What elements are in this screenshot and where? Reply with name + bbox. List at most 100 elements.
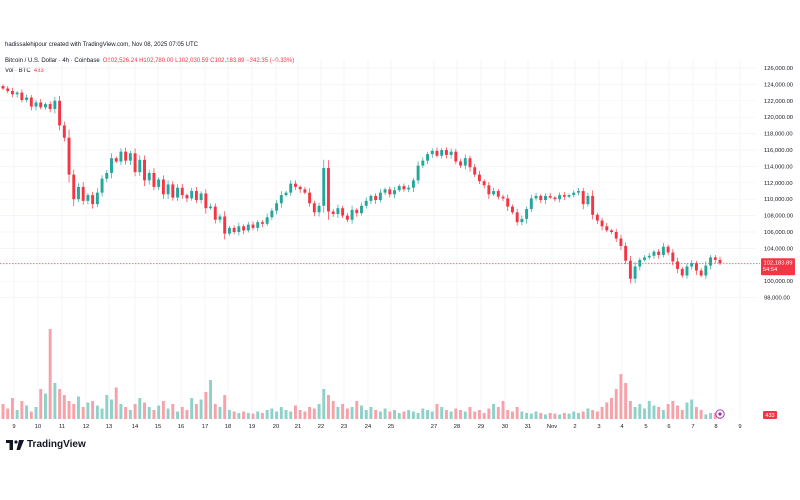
- candle-body: [298, 186, 302, 190]
- volume-bar: [152, 410, 156, 419]
- candle-body: [62, 125, 66, 138]
- candle-body: [110, 158, 113, 173]
- volume-bar: [209, 380, 213, 419]
- volume-bar: [430, 411, 434, 419]
- time-tick-label: 25: [388, 424, 394, 430]
- volume-bar: [435, 404, 439, 419]
- volume-bar: [647, 401, 651, 419]
- price-axis[interactable]: 98,000.00100,000.00102,000.00104,000.001…: [764, 66, 793, 302]
- candle-body: [473, 167, 477, 175]
- candle-body: [275, 203, 279, 211]
- candle-body: [86, 195, 90, 201]
- volume-bar: [124, 407, 128, 419]
- candle-body: [133, 153, 137, 173]
- volume-bar: [548, 413, 552, 419]
- candle-body: [161, 179, 165, 195]
- volume-bar: [242, 411, 246, 419]
- volume-bar: [487, 408, 491, 419]
- target-icon[interactable]: [715, 409, 725, 419]
- volume-bar: [374, 410, 378, 419]
- time-tick-label: 12: [83, 424, 89, 430]
- candle-body: [680, 268, 684, 276]
- candle-body: [548, 195, 552, 198]
- volume-bar: [690, 399, 694, 419]
- volume-bar: [421, 408, 425, 419]
- candle-body: [369, 195, 373, 201]
- candle-body: [194, 191, 198, 201]
- time-axis[interactable]: 9 10 11 12 13 14 15 16 17 18 19 20 21 22 23 24 25 27 28 29 3…: [12, 424, 741, 430]
- candle-body: [308, 192, 312, 204]
- time-tick-label: 30: [502, 424, 508, 430]
- candle-body: [29, 97, 33, 107]
- candle-body: [647, 255, 651, 258]
- volume-bar: [119, 404, 123, 419]
- last-volume-text: 433: [765, 413, 774, 419]
- candles[interactable]: [1, 84, 722, 284]
- volume-bar: [180, 407, 184, 419]
- brand-name: TradingView: [27, 439, 86, 450]
- volume-bar: [161, 401, 165, 419]
- price-tick-label: 126,000.00: [764, 66, 793, 72]
- candle-body: [562, 195, 566, 197]
- candle-body: [227, 227, 231, 234]
- candle-body: [383, 189, 387, 193]
- time-tick-label: 24: [365, 424, 372, 430]
- volume-bar: [558, 414, 562, 419]
- time-tick-label: 14: [132, 424, 139, 430]
- candle-body: [553, 197, 557, 200]
- volume-bar: [567, 413, 571, 419]
- brand-logo[interactable]: TradingView: [6, 439, 86, 450]
- candle-body: [402, 186, 406, 190]
- volume-bar: [256, 411, 260, 419]
- volume-bar: [643, 408, 646, 419]
- volume-bar: [416, 413, 420, 419]
- candle-body: [718, 259, 722, 264]
- candle-body: [213, 206, 217, 220]
- volume-bar: [482, 413, 486, 419]
- volume-bar: [581, 411, 585, 419]
- last-price-label: 102,183.89 54:54: [761, 258, 795, 276]
- candle-body: [393, 190, 396, 195]
- volume-bar: [411, 411, 415, 419]
- volume-bar: [586, 408, 590, 419]
- volume-bar: [293, 405, 297, 419]
- candle-body: [331, 211, 335, 214]
- volume-bar: [133, 404, 137, 419]
- candle-body: [374, 195, 378, 201]
- candle-body: [341, 208, 345, 216]
- time-tick-label: 15: [155, 424, 161, 430]
- candle-body: [312, 203, 316, 213]
- symbol-description[interactable]: Bitcoin / U.S. Dollar · 4h · Coinbase: [5, 58, 100, 64]
- candle-body: [657, 251, 661, 255]
- candle-body: [666, 246, 670, 253]
- candle-body: [260, 222, 264, 224]
- volume-bar: [143, 402, 146, 419]
- candle-body: [91, 195, 95, 205]
- volume-bar: [676, 405, 680, 419]
- volume-bar: [345, 408, 349, 419]
- volume-indicator-value: 433: [33, 68, 44, 74]
- candle-body: [256, 222, 260, 228]
- volume-bar: [666, 404, 670, 419]
- volume-bar: [34, 407, 38, 419]
- volume-bar: [260, 413, 264, 419]
- candle-body: [567, 195, 571, 197]
- volume-bar: [510, 411, 514, 419]
- price-tick-label: 112,000.00: [764, 181, 793, 187]
- candle-body: [430, 150, 434, 155]
- volume-bar: [595, 411, 599, 419]
- candle-body: [171, 184, 175, 198]
- volume-bar: [614, 389, 618, 419]
- candle-body: [515, 212, 519, 223]
- volume-indicator-label[interactable]: Vol · BTC: [5, 68, 31, 74]
- volume-bar: [199, 399, 203, 419]
- time-tick-label: 10: [35, 424, 41, 430]
- candle-body: [147, 172, 151, 181]
- volume-bar: [544, 414, 547, 419]
- volume-bar: [25, 405, 29, 419]
- candle-body: [506, 198, 510, 207]
- volume-bar: [176, 411, 179, 419]
- price-tick-label: 98,000.00: [764, 296, 790, 302]
- candle-body: [322, 168, 326, 206]
